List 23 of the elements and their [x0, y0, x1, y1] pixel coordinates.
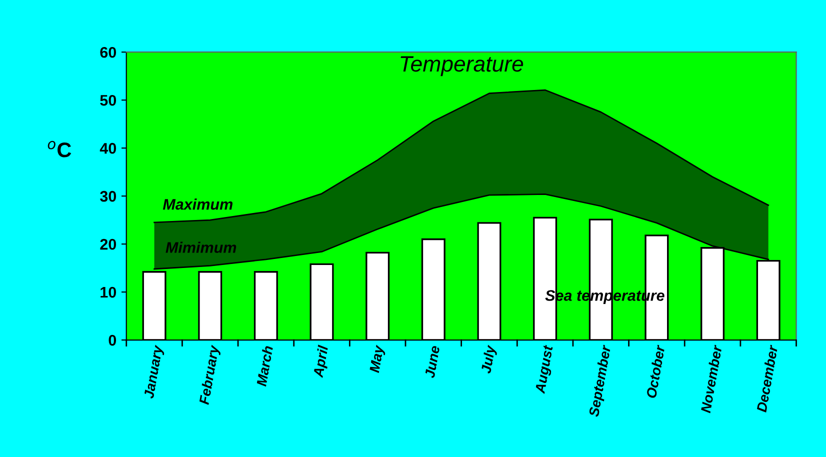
- x-tick-label: July: [480, 344, 498, 374]
- series-label: Maximum: [162, 198, 232, 210]
- y-tick-label: 40: [100, 142, 116, 154]
- x-tick-label: September: [588, 344, 614, 418]
- x-tick-label: October: [646, 344, 666, 398]
- x-tick-label: January: [144, 344, 166, 400]
- x-tick-label: April: [312, 344, 331, 379]
- y-tick-label: 60: [100, 46, 116, 58]
- y-tick-label: 50: [100, 94, 116, 106]
- x-tick-label: May: [369, 344, 386, 374]
- series-label: Mimimum: [166, 242, 236, 253]
- y-axis-title: $^{o}$C: [48, 140, 72, 158]
- y-tick-label: 30: [100, 190, 116, 202]
- x-tick-label: February: [198, 344, 222, 406]
- chart-title: Temperature: [400, 56, 524, 76]
- x-tick-label: November: [700, 344, 722, 414]
- x-tick-label: March: [256, 345, 274, 387]
- y-tick-label: 20: [100, 238, 116, 250]
- y-tick-label: 10: [100, 286, 116, 298]
- x-tick-label: December: [756, 344, 778, 413]
- x-tick-label: June: [424, 345, 440, 378]
- y-tick-label: 0: [108, 334, 116, 346]
- x-tick-label: August: [534, 344, 556, 394]
